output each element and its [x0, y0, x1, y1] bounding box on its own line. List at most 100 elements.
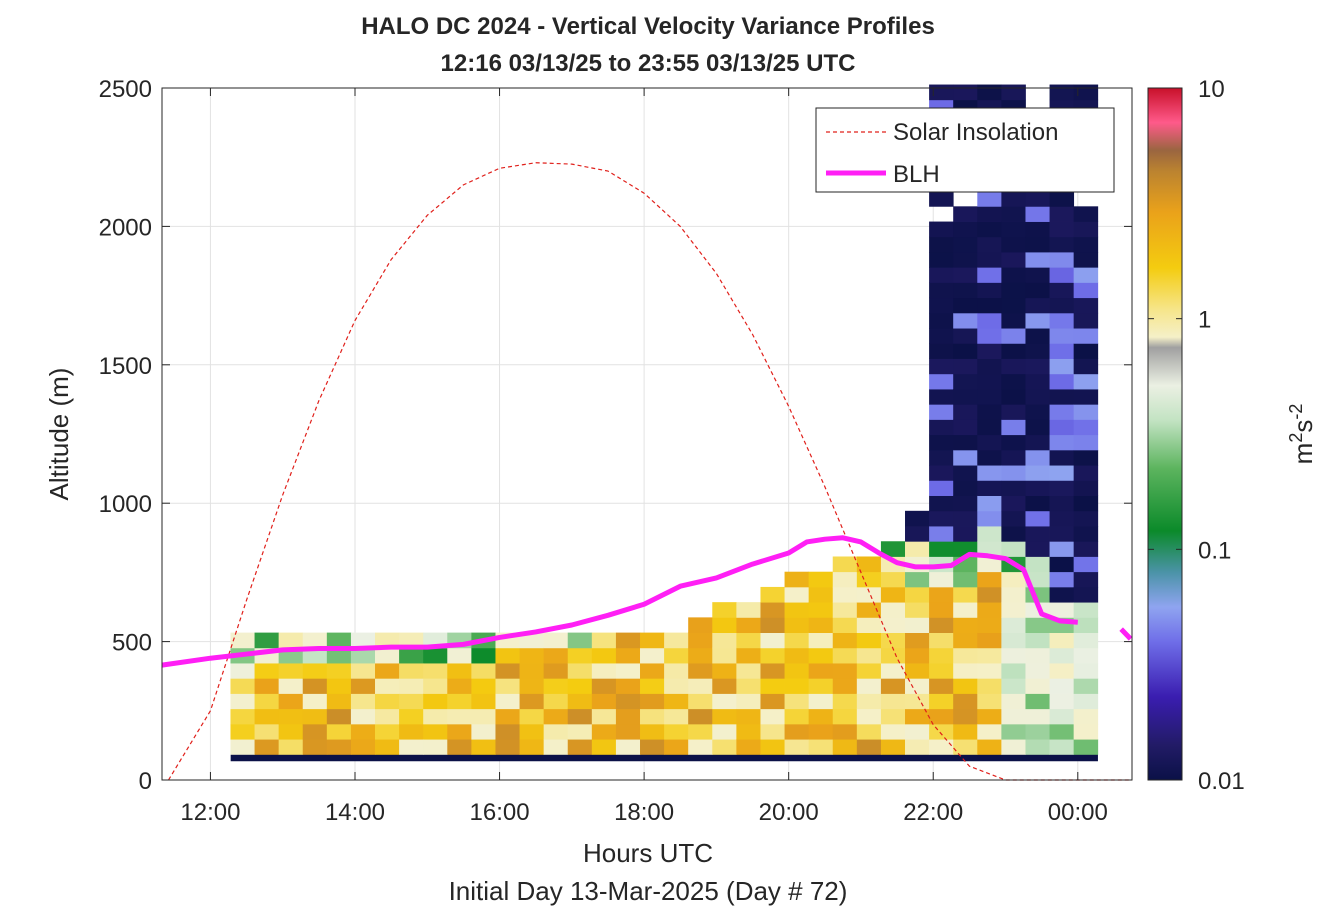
heatmap-cell: [664, 632, 689, 649]
heatmap-cell: [1073, 526, 1099, 542]
heatmap-cell: [784, 723, 810, 740]
heatmap-cell: [543, 678, 569, 694]
heatmap-cell: [929, 510, 954, 527]
heatmap-cell: [736, 647, 761, 664]
heatmap-cell: [1049, 678, 1075, 694]
heatmap-cell: [784, 739, 810, 755]
heatmap-cell: [519, 663, 545, 679]
heatmap-cell: [929, 632, 954, 649]
heatmap-cell: [832, 739, 858, 755]
heatmap-cell: [760, 647, 785, 664]
heatmap-cell: [929, 586, 954, 603]
heatmap-cell: [929, 252, 954, 268]
heatmap-cell: [1001, 358, 1026, 375]
heatmap-cell: [977, 495, 1002, 512]
heatmap-cell: [1001, 571, 1026, 588]
heatmap-cell: [423, 678, 448, 694]
heatmap-cell: [1001, 343, 1026, 359]
heatmap-cell: [1025, 693, 1050, 710]
heatmap-cell: [543, 647, 569, 664]
heatmap-cell: [640, 708, 665, 725]
heatmap-cell: [712, 723, 737, 740]
colorbar-ticks: 0.01 0.1 1 10: [1148, 76, 1245, 795]
heatmap-cell: [1073, 206, 1099, 222]
heatmap-cell: [977, 708, 1002, 725]
heatmap-cell: [495, 708, 520, 725]
x-tick-label: 14:00: [325, 799, 385, 826]
heatmap-cell: [1001, 495, 1026, 512]
heatmap-cell: [1049, 510, 1075, 527]
heatmap-cell: [1049, 571, 1075, 588]
legend: Solar Insolation BLH: [815, 107, 1115, 193]
heatmap-cell: [1001, 541, 1026, 557]
heatmap-cell: [1025, 328, 1050, 344]
heatmap-cell: [784, 632, 810, 649]
heatmap-cell: [1025, 358, 1050, 375]
heatmap-cell: [953, 586, 978, 603]
heatmap-cell: [953, 419, 978, 436]
heatmap-cell: [832, 723, 858, 740]
x-axis-label: Hours UTC: [583, 838, 713, 868]
heatmap-cell: [953, 373, 978, 390]
colorbar-tick-label: 1: [1198, 307, 1211, 334]
heatmap-cell: [1073, 419, 1099, 436]
heatmap-cell: [423, 739, 448, 755]
heatmap-cell: [905, 632, 930, 649]
heatmap-cell: [375, 708, 400, 725]
heatmap-cell: [953, 663, 978, 679]
heatmap-cell: [302, 693, 328, 710]
heatmap-cell: [326, 693, 352, 710]
heatmap-cell: [615, 708, 641, 725]
heatmap-cell: [929, 526, 954, 542]
heatmap-cell: [254, 632, 280, 649]
heatmap-cell: [929, 663, 954, 679]
heatmap-cell: [1025, 663, 1050, 679]
heatmap-cell: [929, 343, 954, 359]
heatmap-cell: [953, 358, 978, 375]
heatmap-cell: [953, 236, 978, 253]
heatmap-cell: [591, 647, 617, 664]
heatmap-cell: [1073, 541, 1099, 557]
heatmap-cell: [399, 678, 424, 694]
heatmap-bottom-band: [230, 754, 1098, 762]
legend-blh-label: BLH: [893, 161, 940, 188]
heatmap-cell: [399, 693, 424, 710]
heatmap-cell: [1001, 282, 1026, 299]
heatmap-cell: [423, 708, 448, 725]
heatmap-cell: [977, 312, 1002, 329]
heatmap-cell: [1073, 510, 1099, 527]
heatmap-cell: [953, 647, 978, 664]
heatmap-cell: [1001, 693, 1026, 710]
heatmap-cell: [832, 632, 858, 649]
heatmap-cell: [760, 632, 785, 649]
heatmap-cell: [929, 373, 954, 390]
heatmap-cell: [1001, 586, 1026, 603]
heatmap-cell: [1073, 663, 1099, 679]
heatmap-cell: [1049, 632, 1075, 649]
heatmap-cell: [880, 617, 906, 634]
heatmap-cell: [1001, 419, 1026, 436]
heatmap-cell: [688, 723, 713, 740]
plot-frame: [161, 87, 1133, 781]
heatmap-cell: [495, 647, 520, 664]
heatmap-cell: [1049, 373, 1075, 390]
heatmap-cell: [929, 571, 954, 588]
heatmap-cell: [688, 693, 713, 710]
heatmap-cell: [1049, 434, 1075, 451]
heatmap-cell: [519, 739, 545, 755]
heatmap-cell: [808, 693, 834, 710]
heatmap-cell: [953, 343, 978, 359]
heatmap-cell: [1073, 617, 1099, 634]
heatmap-cell: [856, 723, 882, 740]
heatmap-cell: [688, 663, 713, 679]
heatmap-cell: [1025, 389, 1050, 405]
heatmap-cell: [447, 739, 472, 755]
heatmap-cell: [591, 708, 617, 725]
heatmap-cell: [953, 328, 978, 344]
heatmap-cell: [1001, 663, 1026, 679]
heatmap-cell: [929, 434, 954, 451]
heatmap-cell: [471, 678, 496, 694]
heatmap-cell: [1001, 267, 1026, 283]
heatmap-cell: [736, 617, 761, 634]
heatmap-cell: [1025, 647, 1050, 664]
